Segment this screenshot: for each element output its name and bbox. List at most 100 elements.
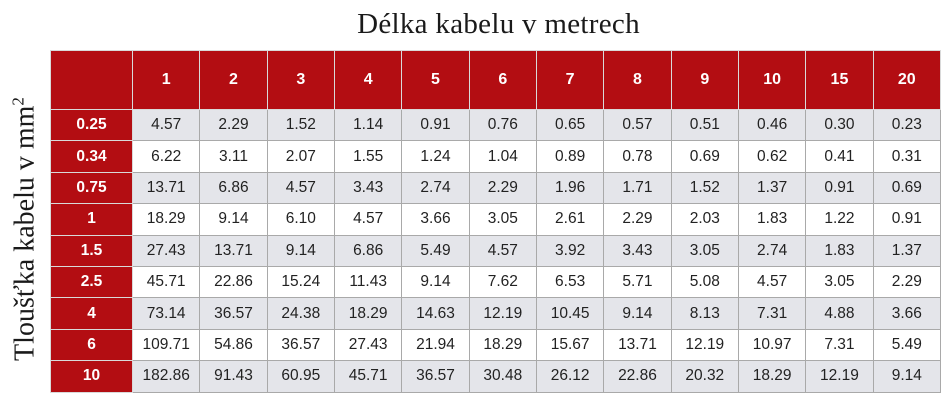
table-cell: 4.57 xyxy=(333,203,403,236)
table-cell: 0.31 xyxy=(872,140,942,173)
table-cell: 0.78 xyxy=(603,140,672,173)
table-cell: 3.66 xyxy=(872,297,942,330)
table-cell: 3.43 xyxy=(603,234,672,267)
table-cell: 11.43 xyxy=(333,265,403,299)
table-cell: 2.29 xyxy=(603,203,672,236)
column-header: 15 xyxy=(805,50,874,110)
table-cell: 2.61 xyxy=(535,203,605,236)
table-cell: 2.74 xyxy=(401,171,470,205)
table-row: 6 109.71 54.86 36.57 27.43 21.94 18.29 15.67 13.… xyxy=(50,328,942,362)
table-cell: 22.86 xyxy=(603,360,672,393)
table-cell: 9.14 xyxy=(266,234,335,267)
table-cell: 18.29 xyxy=(131,203,201,236)
table-cell: 0.62 xyxy=(737,140,807,173)
table-cell: 5.49 xyxy=(401,234,470,267)
column-header: 7 xyxy=(535,50,605,110)
table-cell: 1.83 xyxy=(737,203,807,236)
table-row: 0.34 6.22 3.11 2.07 1.55 1.24 1.04 0.89 0.78 0.69… xyxy=(50,140,942,173)
table-cell: 3.92 xyxy=(535,234,605,267)
row-header: 1 xyxy=(50,203,133,236)
table-row: 10 182.86 91.43 60.95 45.71 36.57 30.48 26.12 22… xyxy=(50,360,942,393)
row-header: 10 xyxy=(50,360,133,393)
column-header: 9 xyxy=(670,50,739,110)
table-cell: 26.12 xyxy=(535,360,605,393)
table-row: 2.5 45.71 22.86 15.24 11.43 9.14 7.62 6.53 5.71 5… xyxy=(50,265,942,299)
table-cell: 0.91 xyxy=(805,171,874,205)
row-header: 0.25 xyxy=(50,108,133,142)
table-cell: 5.08 xyxy=(670,265,739,299)
header-row: 1 2 3 4 5 6 7 8 9 10 15 20 xyxy=(50,50,942,110)
table-cell: 27.43 xyxy=(131,234,201,267)
table-cell: 8.13 xyxy=(670,297,739,330)
table-cell: 9.14 xyxy=(401,265,470,299)
table-cell: 1.04 xyxy=(468,140,537,173)
y-axis-label-text: Tloušťka kabelu v mm xyxy=(9,105,41,361)
table-cell: 9.14 xyxy=(199,203,268,236)
table-row: 1 18.29 9.14 6.10 4.57 3.66 3.05 2.61 2.29 2.03 1.… xyxy=(50,203,942,236)
table-cell: 0.91 xyxy=(401,108,470,142)
table-cell: 9.14 xyxy=(872,360,942,393)
column-header: 4 xyxy=(333,50,403,110)
table-cell: 2.07 xyxy=(266,140,335,173)
table-cell: 12.19 xyxy=(805,360,874,393)
table-cell: 1.37 xyxy=(872,234,942,267)
table-cell: 182.86 xyxy=(131,360,201,393)
table-cell: 1.14 xyxy=(333,108,403,142)
table-row: 1.5 27.43 13.71 9.14 6.86 5.49 4.57 3.92 3.43 3.0… xyxy=(50,234,942,267)
table-cell: 12.19 xyxy=(468,297,537,330)
table-cell: 18.29 xyxy=(468,328,537,362)
table-cell: 6.22 xyxy=(131,140,201,173)
row-header: 0.75 xyxy=(50,171,133,205)
table-cell: 0.69 xyxy=(670,140,739,173)
table-cell: 1.52 xyxy=(670,171,739,205)
row-header: 2.5 xyxy=(50,265,133,299)
table-cell: 6.10 xyxy=(266,203,335,236)
table-cell: 2.29 xyxy=(872,265,942,299)
table-cell: 7.31 xyxy=(805,328,874,362)
table-row: 0.75 13.71 6.86 4.57 3.43 2.74 2.29 1.96 1.71 1.5… xyxy=(50,171,942,205)
table-cell: 73.14 xyxy=(131,297,201,330)
table-cell: 4.57 xyxy=(468,234,537,267)
header-corner xyxy=(50,50,133,110)
table-cell: 54.86 xyxy=(199,328,268,362)
table-cell: 0.76 xyxy=(468,108,537,142)
table-cell: 0.41 xyxy=(805,140,874,173)
table-cell: 0.57 xyxy=(603,108,672,142)
table-cell: 4.57 xyxy=(266,171,335,205)
table-cell: 3.66 xyxy=(401,203,470,236)
row-header: 4 xyxy=(50,297,133,330)
table-cell: 36.57 xyxy=(266,328,335,362)
table-cell: 0.69 xyxy=(872,171,942,205)
table-cell: 2.03 xyxy=(670,203,739,236)
table-cell: 10.97 xyxy=(737,328,807,362)
table-row: 4 73.14 36.57 24.38 18.29 14.63 12.19 10.45 9.14… xyxy=(50,297,942,330)
table-cell: 2.29 xyxy=(468,171,537,205)
table-cell: 1.83 xyxy=(805,234,874,267)
table-cell: 20.32 xyxy=(670,360,739,393)
column-header: 5 xyxy=(401,50,470,110)
table-cell: 4.57 xyxy=(737,265,807,299)
table-cell: 6.86 xyxy=(199,171,268,205)
table-cell: 13.71 xyxy=(199,234,268,267)
column-header: 10 xyxy=(737,50,807,110)
table-cell: 0.91 xyxy=(872,203,942,236)
table-cell: 45.71 xyxy=(333,360,403,393)
table-cell: 0.65 xyxy=(535,108,605,142)
table-cell: 6.53 xyxy=(535,265,605,299)
table-cell: 1.52 xyxy=(266,108,335,142)
table-cell: 4.57 xyxy=(131,108,201,142)
table-cell: 18.29 xyxy=(737,360,807,393)
y-axis-label-area: Tloušťka kabelu v mm2 xyxy=(0,48,50,410)
table-cell: 14.63 xyxy=(401,297,470,330)
table-cell: 36.57 xyxy=(199,297,268,330)
table-cell: 9.14 xyxy=(603,297,672,330)
column-header: 20 xyxy=(872,50,942,110)
table-cell: 7.62 xyxy=(468,265,537,299)
table-cell: 5.71 xyxy=(603,265,672,299)
row-header: 6 xyxy=(50,328,133,362)
table-cell: 36.57 xyxy=(401,360,470,393)
column-header: 2 xyxy=(199,50,268,110)
table-cell: 22.86 xyxy=(199,265,268,299)
table-cell: 1.24 xyxy=(401,140,470,173)
y-axis-label-superscript: 2 xyxy=(8,97,28,106)
